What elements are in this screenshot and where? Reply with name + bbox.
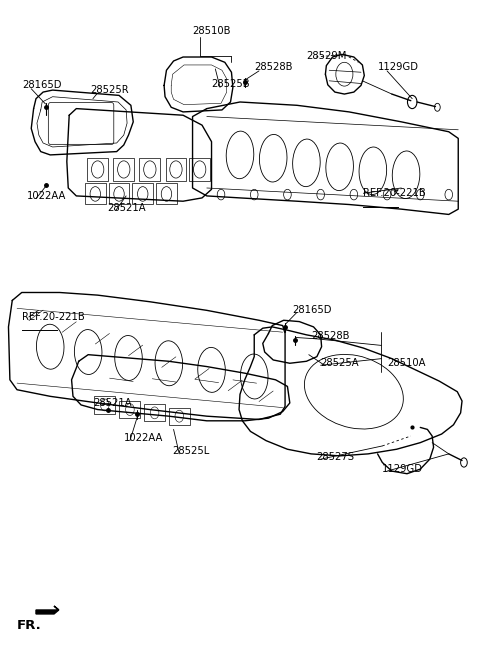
Text: FR.: FR. [17, 620, 42, 632]
Text: 28528B: 28528B [311, 331, 349, 342]
Text: 28525L: 28525L [173, 446, 210, 456]
Text: 28525A: 28525A [321, 358, 360, 368]
Text: 28525B: 28525B [212, 79, 250, 89]
Text: 28527S: 28527S [316, 452, 354, 462]
Bar [87, 157, 108, 181]
Text: 28165D: 28165D [22, 80, 61, 90]
Text: REF.20-221B: REF.20-221B [363, 188, 426, 198]
Text: 1129GD: 1129GD [378, 62, 419, 72]
Text: 28529M: 28529M [306, 51, 347, 61]
Bar [156, 183, 177, 204]
Bar [132, 183, 153, 204]
Text: 28510B: 28510B [192, 26, 231, 36]
Bar [113, 157, 134, 181]
Bar [85, 183, 106, 204]
Bar [189, 157, 210, 181]
Bar [169, 408, 190, 425]
Text: 1022AA: 1022AA [26, 191, 66, 201]
Bar [120, 401, 140, 418]
Text: 1022AA: 1022AA [124, 433, 163, 443]
Text: REF.20-221B: REF.20-221B [22, 311, 84, 321]
Text: 28521A: 28521A [93, 398, 132, 408]
Text: 1129GD: 1129GD [383, 464, 423, 474]
Text: 28510A: 28510A [387, 358, 426, 368]
Text: 28525R: 28525R [91, 85, 129, 95]
Text: 28521A: 28521A [107, 203, 146, 213]
Text: 28528B: 28528B [254, 62, 293, 72]
Bar [108, 183, 130, 204]
Bar [166, 157, 186, 181]
Polygon shape [36, 606, 59, 614]
Bar [95, 396, 115, 414]
Text: 28165D: 28165D [292, 305, 332, 315]
Bar [144, 404, 165, 422]
Circle shape [408, 95, 417, 109]
Bar [139, 157, 160, 181]
